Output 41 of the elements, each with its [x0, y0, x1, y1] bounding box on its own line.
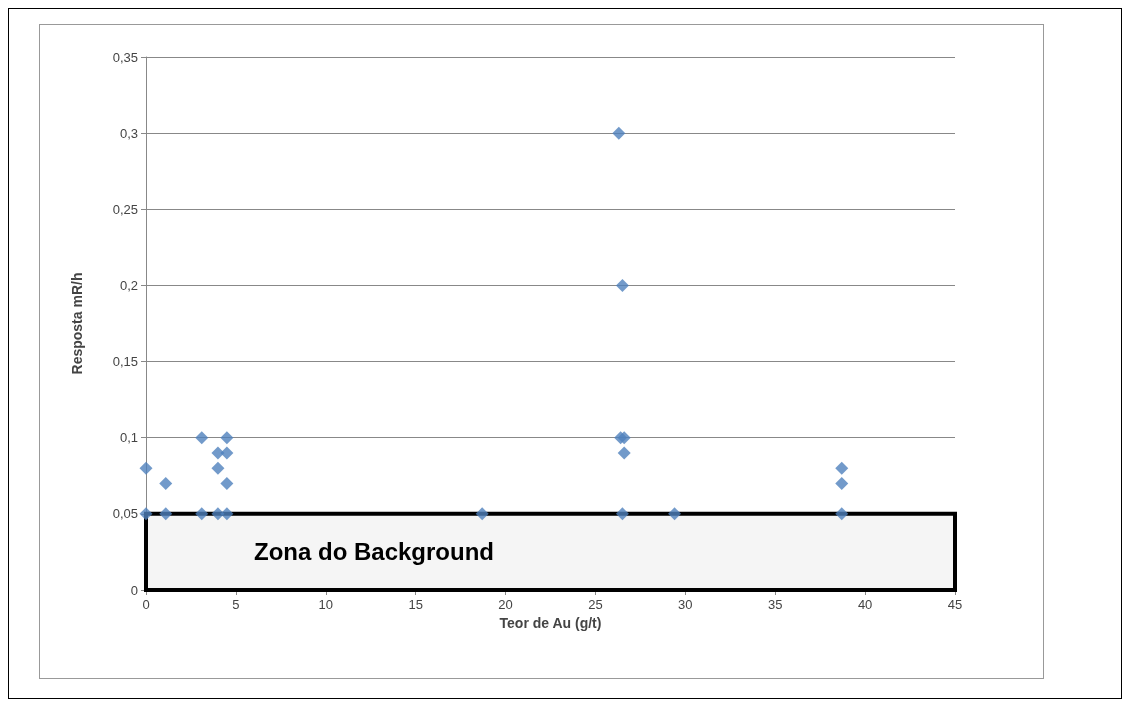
point: [835, 476, 849, 490]
point: [615, 278, 629, 292]
x-tick-label: 0: [142, 597, 150, 612]
point: [835, 507, 849, 521]
x-tick-label: 15: [408, 597, 423, 612]
point: [835, 461, 849, 475]
point: [211, 461, 225, 475]
x-tick-label: 5: [232, 597, 240, 612]
point: [220, 446, 234, 460]
point: [220, 476, 234, 490]
point: [668, 507, 682, 521]
x-tick-label: 10: [318, 597, 334, 612]
y-tick-label: 0,2: [119, 277, 138, 293]
point: [617, 446, 631, 460]
point: [159, 476, 173, 490]
x-axis-title: Teor de Au (g/t): [499, 614, 602, 631]
y-axis-title: Resposta mR/h: [69, 272, 85, 375]
y-tick-label: 0,1: [119, 430, 138, 446]
y-tick-label: 0,35: [112, 49, 138, 65]
y-tick-label: 0,05: [112, 506, 138, 522]
point: [139, 507, 153, 521]
point: [195, 507, 209, 521]
point: [195, 431, 209, 445]
x-tick-label: 30: [678, 597, 693, 612]
point: [139, 461, 153, 475]
point: [220, 507, 234, 521]
x-tick-label: 25: [588, 597, 603, 612]
y-tick-label: 0,25: [112, 201, 138, 217]
x-tick-label: 35: [767, 597, 783, 612]
y-tick-label: 0,15: [112, 354, 138, 370]
point: [475, 507, 489, 521]
x-tick-label: 20: [498, 597, 513, 612]
point: [159, 507, 173, 521]
y-tick-label: 0,3: [119, 125, 138, 141]
point: [612, 126, 626, 140]
band-label: Zona do Background: [254, 538, 494, 566]
point: [615, 507, 629, 521]
y-tick-label: 0: [130, 582, 138, 598]
x-tick-label: 45: [947, 597, 963, 612]
point: [220, 431, 234, 445]
x-tick-label: 40: [857, 597, 873, 612]
